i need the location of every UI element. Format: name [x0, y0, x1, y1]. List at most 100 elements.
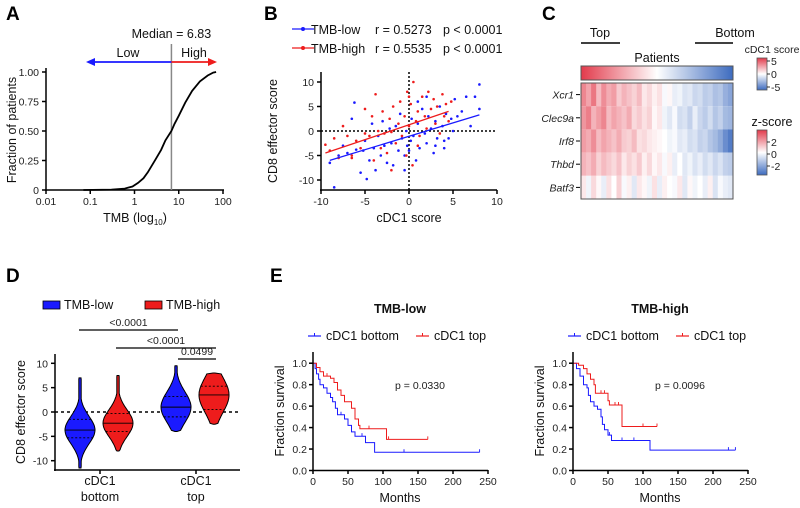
- c-heat-cell: [636, 152, 643, 176]
- c-heat-cell: [727, 83, 734, 107]
- c-heat-cell: [596, 129, 602, 153]
- d-violin: [102, 375, 134, 452]
- panel-letter-e: E: [270, 266, 283, 287]
- c-z-legend-title: z-score: [752, 115, 793, 129]
- c-heat-cell: [621, 106, 627, 130]
- b-x-tick-label: -5: [360, 196, 369, 208]
- c-heat-cell: [651, 129, 658, 153]
- b-point-high: [370, 115, 374, 118]
- c-heat-cell: [687, 152, 693, 176]
- e-low-y-tick-label: 0.6: [292, 401, 307, 413]
- e-high-x-tick-label: 50: [602, 476, 614, 488]
- c-score-colorbar: [756, 57, 768, 91]
- b-point-high: [368, 134, 371, 138]
- c-heat-cell: [702, 129, 709, 153]
- b-point-high: [354, 139, 358, 143]
- c-heat-cell: [662, 175, 668, 199]
- c-heat-cell: [601, 152, 607, 176]
- c-heat-cell: [581, 175, 587, 199]
- c-heat-cell: [611, 106, 617, 130]
- d-legend-swatch-high: [144, 300, 163, 310]
- c-row-label: Clec9a: [541, 113, 574, 125]
- b-point-high: [379, 146, 383, 150]
- b-point-low: [416, 100, 420, 103]
- c-heatmap-border: [580, 82, 734, 200]
- c-heat-cell: [712, 152, 719, 176]
- c-heat-cell: [616, 106, 622, 130]
- c-heat-cell: [657, 175, 663, 199]
- c-heat-cell: [631, 83, 638, 107]
- c-heat-cell: [586, 83, 592, 107]
- b-point-low: [398, 112, 402, 116]
- c-heat-cell: [727, 106, 734, 130]
- c-heat-cell: [682, 152, 688, 176]
- a-low-label: Low: [117, 46, 141, 60]
- b-point-high: [438, 132, 442, 135]
- c-heat-cell: [601, 83, 607, 107]
- b-point-high: [434, 122, 437, 125]
- a-y-tick-label: 0: [33, 185, 39, 197]
- b-point-high: [405, 154, 408, 157]
- c-heat-cell: [581, 129, 587, 153]
- b-point-low: [409, 139, 413, 143]
- b-point-low: [391, 164, 395, 167]
- b-point-high: [435, 105, 439, 108]
- a-x-label-sub: 10: [154, 218, 163, 227]
- b-point-low: [464, 95, 468, 98]
- b-point-high: [425, 127, 428, 130]
- c-heat-cell: [631, 175, 638, 199]
- c-heat-cell: [611, 152, 617, 176]
- b-point-low: [447, 137, 450, 140]
- c-heat-cell: [682, 83, 688, 107]
- e-low-x-tick-label: 50: [342, 476, 354, 488]
- c-heat-cell: [651, 106, 658, 130]
- b-point-low: [442, 146, 446, 150]
- e-low-y-tick-label: 0.4: [292, 423, 307, 435]
- e-low-x-tick-label: 100: [374, 476, 392, 488]
- c-heat-cell: [621, 152, 627, 176]
- c-heat-cell: [626, 83, 633, 107]
- b-point-high: [385, 151, 389, 155]
- b-point-low: [416, 122, 420, 125]
- b-point-low: [434, 119, 437, 123]
- e-high-y-tick-label: 0.6: [552, 401, 567, 413]
- d-category-label: bottom: [81, 490, 119, 504]
- b-point-low: [434, 144, 437, 147]
- e-high-y-label: Fraction survival: [533, 366, 547, 457]
- b-point-low: [407, 149, 411, 152]
- b-point-high: [400, 134, 404, 138]
- c-heat-cell: [722, 152, 729, 176]
- b-point-high: [350, 156, 354, 160]
- c-row-label: Batf3: [549, 182, 574, 194]
- b-point-low: [405, 144, 409, 147]
- c-heat-cell: [591, 152, 597, 176]
- b-point-low: [328, 161, 332, 165]
- b-point-low: [337, 154, 340, 157]
- a-x-label-main: TMB (log: [103, 211, 154, 225]
- c-heat-cell: [621, 83, 627, 107]
- c-heat-cell: [641, 83, 648, 107]
- e-high-legend-label-bottom: cDC1 bottom: [586, 329, 659, 343]
- c-score-tick-label: 5: [771, 56, 777, 68]
- e-high-title: TMB-high: [631, 302, 689, 316]
- b-point-low: [414, 159, 418, 162]
- b-point-low: [410, 117, 413, 121]
- c-heat-cell: [657, 152, 663, 176]
- d-y-label: CD8 effector score: [14, 360, 28, 464]
- b-point-low: [381, 119, 384, 123]
- c-heat-cell: [702, 106, 709, 130]
- c-heat-cell: [717, 106, 724, 130]
- c-heat-cell: [707, 152, 714, 176]
- c-heat-cell: [606, 106, 612, 130]
- b-point-low: [385, 161, 389, 165]
- d-y-tick-label: 10: [36, 358, 48, 370]
- c-heat-cell: [621, 175, 627, 199]
- b-y-tick-label: 0: [308, 126, 314, 138]
- c-heat-cell: [636, 175, 643, 199]
- c-heat-cell: [672, 129, 678, 153]
- c-heat-cell: [722, 175, 729, 199]
- a-low-arrowhead: [86, 58, 95, 66]
- e-low-survival-curve-1: [313, 362, 428, 440]
- c-heat-cell: [667, 129, 673, 153]
- a-x-tick-label: 10: [173, 196, 185, 208]
